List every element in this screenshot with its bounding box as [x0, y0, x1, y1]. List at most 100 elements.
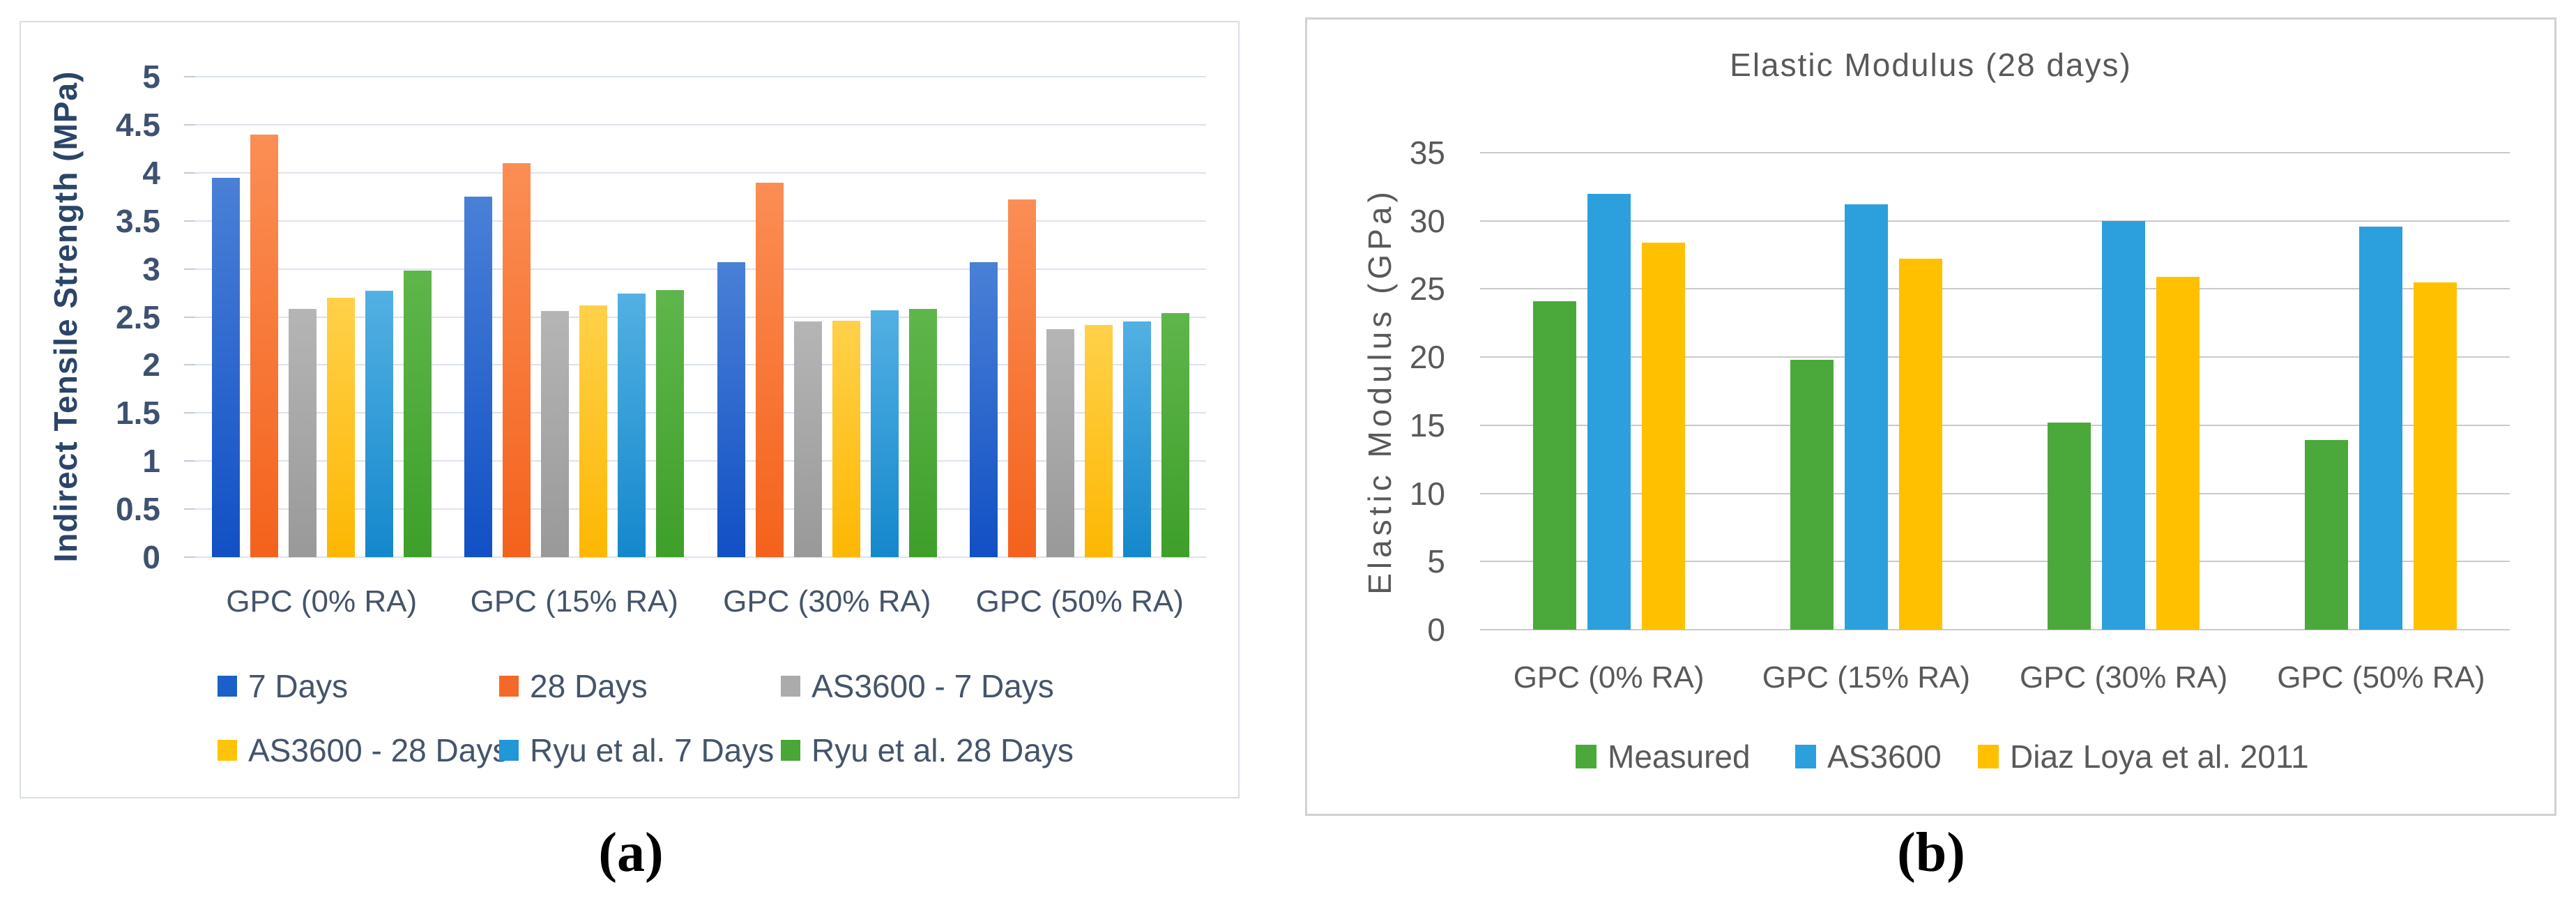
bar-as3600-7-days-gpc-15-ra	[541, 311, 570, 557]
gridline	[195, 412, 1206, 414]
bar-28-days-gpc-50-ra	[1008, 199, 1037, 557]
axis-tick	[184, 460, 195, 462]
legend-label: Ryu et al. 7 Days	[530, 732, 775, 768]
y-tick-label: 4	[142, 154, 160, 191]
bar-28-days-gpc-15-ra	[503, 163, 531, 557]
x-category-label: GPC (50% RA)	[975, 584, 1184, 619]
legend-item-as3600-7-days: AS3600 - 7 Days	[781, 667, 1054, 705]
bar-as3600-7-days-gpc-0-ra	[288, 309, 317, 557]
legend-label: 28 Days	[530, 668, 648, 704]
legend-label: AS3600 - 7 Days	[811, 668, 1054, 704]
bar-as3600-28-days-gpc-30-ra	[832, 321, 860, 557]
y-tick-label: 35	[1409, 135, 1445, 171]
caption-b: (b)	[1897, 822, 1965, 884]
gridline	[1480, 492, 2510, 494]
legend-swatch	[218, 676, 237, 697]
y-tick-label: 4.5	[116, 106, 160, 143]
legend-swatch	[218, 740, 237, 761]
chart-title-b: Elastic Modulus (28 days)	[1730, 47, 2132, 83]
axis-tick	[184, 76, 195, 77]
y-tick-label: 5	[142, 59, 160, 95]
gridline	[195, 268, 1206, 270]
bar-diaz-loya-et-al-2011-gpc-50-ra	[2414, 282, 2457, 630]
legend-swatch	[499, 740, 519, 761]
gridline	[195, 76, 1206, 77]
gridline	[195, 460, 1206, 462]
bar-as3600-7-days-gpc-50-ra	[1046, 329, 1075, 557]
gridline	[195, 172, 1206, 174]
bar-measured-gpc-0-ra	[1532, 301, 1576, 630]
legend-swatch	[1795, 745, 1816, 768]
bar-ryu-et-al-7-days-gpc-0-ra	[365, 291, 393, 557]
gridline	[195, 364, 1206, 366]
bar-diaz-loya-et-al-2011-gpc-30-ra	[2156, 276, 2200, 630]
legend-label: AS3600 - 28 Days	[248, 732, 509, 768]
gridline	[1480, 629, 2510, 630]
gridline	[1480, 424, 2510, 426]
legend-label: Ryu et al. 28 Days	[811, 732, 1074, 768]
axis-tick	[184, 508, 195, 510]
x-category-label: GPC (15% RA)	[470, 584, 678, 619]
bar-measured-gpc-15-ra	[1790, 360, 1834, 630]
gridline	[195, 556, 1206, 558]
y-tick-label: 25	[1409, 271, 1445, 308]
bar-as3600-gpc-50-ra	[2359, 226, 2403, 630]
plot-area-b	[1480, 152, 2510, 630]
x-category-label: GPC (30% RA)	[723, 584, 931, 619]
y-tick-label: 0	[1427, 612, 1445, 648]
y-tick-label: 2	[142, 347, 160, 384]
bar-as3600-28-days-gpc-0-ra	[326, 297, 355, 557]
gridline	[195, 123, 1206, 126]
x-category-label: GPC (50% RA)	[2277, 660, 2485, 695]
bar-28-days-gpc-0-ra	[250, 134, 278, 557]
legend-item-ryu-et-al-28-days: Ryu et al. 28 Days	[781, 731, 1074, 769]
legend-swatch	[1576, 745, 1596, 768]
legend-item-7-days: 7 Days	[218, 667, 348, 705]
x-category-label: GPC (0% RA)	[1513, 660, 1705, 695]
axis-tick	[184, 316, 195, 318]
gridline	[1480, 356, 2510, 358]
axis-tick	[184, 220, 195, 222]
axis-tick	[184, 123, 195, 126]
legend-label: 7 Days	[248, 668, 349, 704]
y-tick-label: 20	[1409, 339, 1445, 376]
bar-ryu-et-al-28-days-gpc-0-ra	[403, 271, 432, 557]
axis-tick	[184, 364, 195, 366]
legend-item-as3600-28-days: AS3600 - 28 Days	[218, 731, 508, 769]
legend-item-as3600: AS3600	[1795, 738, 1942, 775]
legend-item-diaz-loya-et-al-2011: Diaz Loya et al. 2011	[1978, 738, 2309, 775]
y-tick-label: 0	[142, 539, 160, 575]
bar-measured-gpc-50-ra	[2305, 440, 2349, 630]
gridline	[195, 220, 1206, 222]
legend-item-28-days: 28 Days	[499, 667, 648, 705]
legend-label: AS3600	[1827, 738, 1942, 775]
bar-7-days-gpc-0-ra	[211, 177, 240, 557]
gridline	[1480, 220, 2510, 222]
x-category-label: GPC (0% RA)	[226, 584, 418, 619]
bar-ryu-et-al-28-days-gpc-30-ra	[908, 309, 937, 557]
y-tick-label: 2.5	[116, 298, 160, 335]
axis-tick	[184, 412, 195, 414]
gridline	[1480, 288, 2510, 290]
panel-chart-a-indirect-tensile: Indirect Tensile Strength (MPa) 0 0.5 1 1.5…	[20, 21, 1240, 798]
gridline	[195, 316, 1206, 318]
caption-a: (a)	[598, 822, 664, 884]
legend-swatch	[499, 676, 519, 697]
axis-tick	[184, 172, 195, 174]
bar-7-days-gpc-30-ra	[717, 261, 745, 557]
bar-ryu-et-al-7-days-gpc-15-ra	[618, 294, 646, 557]
bar-ryu-et-al-28-days-gpc-50-ra	[1161, 313, 1190, 557]
y-tick-label: 3	[142, 250, 160, 287]
gridline	[1480, 152, 2510, 153]
gridline	[1480, 561, 2510, 563]
bar-as3600-gpc-0-ra	[1587, 193, 1631, 630]
bar-as3600-gpc-30-ra	[2102, 220, 2146, 630]
y-axis-title-b: Elastic Modulus (GPa)	[1362, 188, 1398, 595]
bar-28-days-gpc-30-ra	[755, 182, 784, 557]
bar-7-days-gpc-50-ra	[970, 261, 998, 557]
panel-chart-b-elastic-modulus: Elastic Modulus (28 days) Elastic Modulu…	[1305, 17, 2556, 816]
plot-area-a	[184, 76, 1206, 558]
gridline	[195, 508, 1206, 510]
bar-as3600-28-days-gpc-50-ra	[1085, 324, 1113, 557]
